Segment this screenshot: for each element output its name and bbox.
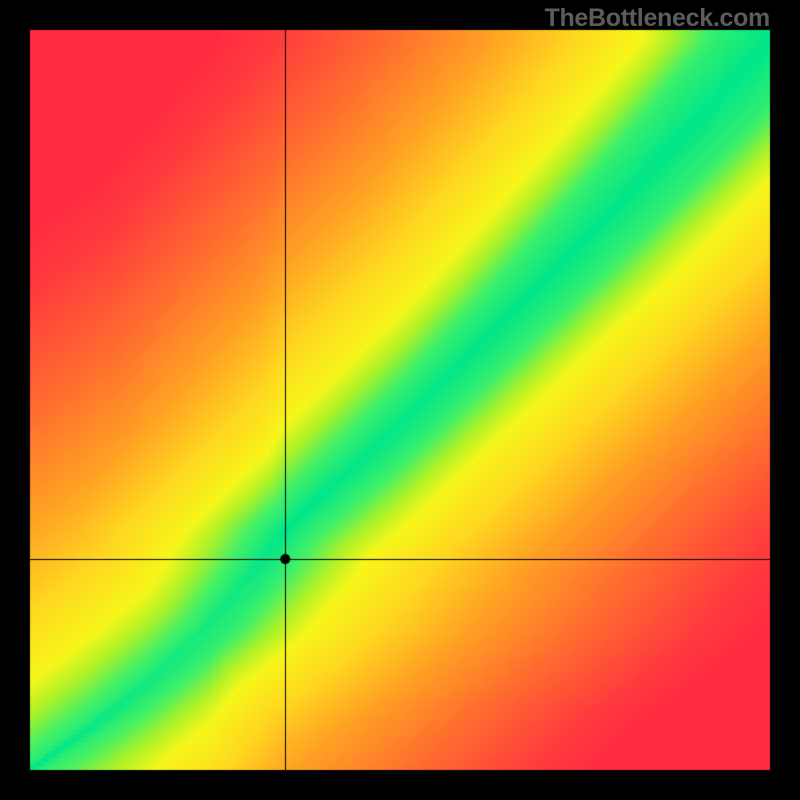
bottleneck-heatmap [0,0,800,800]
watermark-label: TheBottleneck.com [544,4,770,33]
chart-container: TheBottleneck.com [0,0,800,800]
